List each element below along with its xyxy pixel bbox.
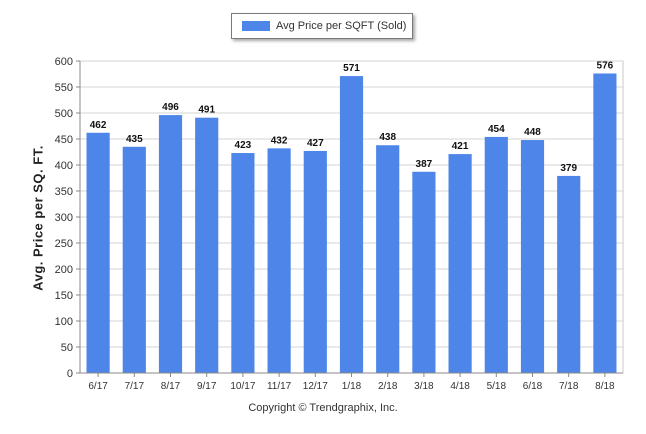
- data-label: 432: [271, 135, 288, 146]
- x-tick-label: 11/17: [267, 381, 292, 392]
- y-tick-label: 150: [55, 290, 73, 302]
- x-tick-label: 7/17: [125, 381, 145, 392]
- bar: [231, 153, 255, 373]
- data-label: 448: [524, 127, 541, 138]
- x-tick-label: 4/18: [450, 381, 470, 392]
- bar: [86, 132, 110, 373]
- data-label: 427: [307, 138, 324, 149]
- x-tick-label: 2/18: [378, 381, 398, 392]
- y-tick-label: 350: [55, 186, 73, 198]
- y-tick-label: 200: [55, 264, 73, 276]
- x-tick-label: 3/18: [414, 381, 434, 392]
- bar: [267, 148, 291, 373]
- y-tick-label: 500: [55, 108, 73, 120]
- bar: [303, 150, 327, 373]
- data-label: 438: [379, 132, 396, 143]
- data-label: 576: [597, 60, 614, 71]
- bar: [412, 171, 436, 373]
- bar: [195, 117, 219, 374]
- x-tick-label: 5/18: [487, 381, 507, 392]
- x-tick-label: 8/18: [595, 381, 615, 392]
- data-label: 496: [162, 102, 179, 113]
- bar: [484, 136, 508, 373]
- data-label: 491: [198, 105, 215, 116]
- bar: [448, 154, 472, 373]
- copyright-footer: Copyright © Trendgraphix, Inc.: [248, 402, 398, 414]
- data-label: 387: [416, 159, 433, 170]
- x-tick-label: 7/18: [559, 381, 579, 392]
- data-label: 423: [235, 140, 252, 151]
- x-tick-label: 1/18: [342, 381, 362, 392]
- bar: [376, 145, 400, 373]
- x-tick-label: 6/18: [523, 381, 543, 392]
- y-tick-label: 400: [55, 160, 73, 172]
- y-tick-label: 450: [55, 134, 73, 146]
- x-tick-label: 8/17: [161, 381, 181, 392]
- bar: [122, 146, 146, 373]
- data-label: 454: [488, 124, 505, 135]
- bar: [339, 76, 364, 373]
- data-label: 379: [560, 163, 577, 174]
- data-label: 462: [90, 120, 107, 131]
- y-tick-label: 100: [55, 316, 73, 328]
- x-tick-label: 9/17: [197, 381, 217, 392]
- y-tick-label: 300: [55, 212, 73, 224]
- y-tick-label: 250: [55, 238, 73, 250]
- bar: [520, 140, 545, 373]
- data-label: 571: [343, 63, 360, 74]
- y-tick-label: 50: [61, 342, 73, 354]
- x-tick-label: 6/17: [88, 381, 108, 392]
- data-label: 421: [452, 141, 469, 152]
- bar: [158, 115, 183, 373]
- chart-legend: Avg Price per SQFT (Sold): [231, 13, 413, 39]
- y-tick-label: 550: [55, 82, 73, 94]
- legend-label: Avg Price per SQFT (Sold): [276, 20, 407, 32]
- x-tick-label: 12/17: [303, 381, 328, 392]
- bar: [557, 175, 581, 373]
- y-tick-label: 0: [67, 368, 73, 380]
- x-tick-label: 10/17: [230, 381, 255, 392]
- legend-swatch: [242, 21, 270, 31]
- y-tick-label: 600: [55, 56, 73, 68]
- data-label: 435: [126, 134, 143, 145]
- bar: [593, 73, 617, 373]
